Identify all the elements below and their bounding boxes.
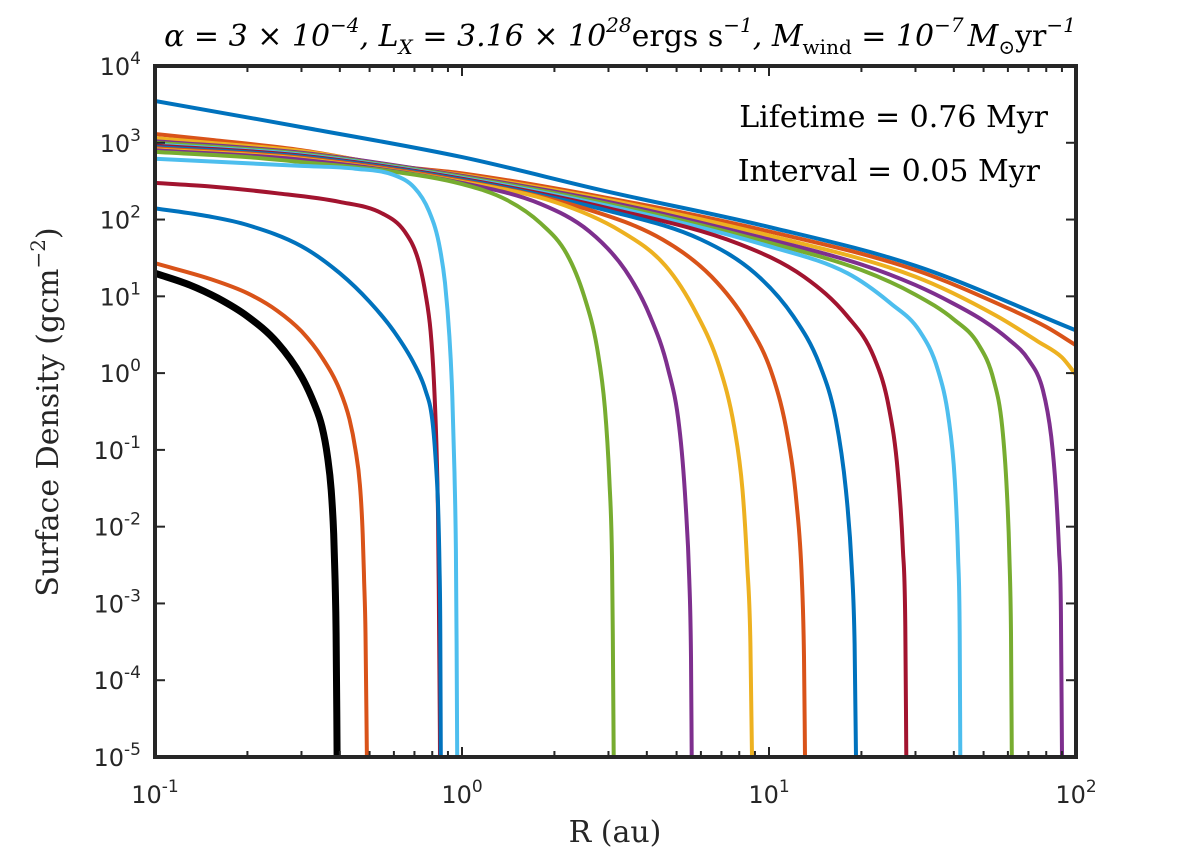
y-axis-label: Surface Density (gcm−2) (26, 227, 66, 596)
y-tick-label: 100 (100, 356, 141, 388)
series-layer (155, 99, 1076, 757)
y-tick-label: 101 (100, 279, 141, 311)
y-tick-label: 10-4 (94, 663, 142, 695)
x-tick-label: 100 (441, 777, 482, 809)
tick-layer: 10-1 100 101 102 10-5 10-4 10-3 10-2 10-1 100 101 1… (94, 49, 1097, 809)
x-tick-label: 101 (748, 777, 789, 809)
y-tick-label: 10-2 (94, 510, 142, 542)
y-tick-label: 10-3 (94, 586, 142, 618)
x-axis-label: R (au) (569, 815, 662, 850)
y-tick-label: 104 (100, 49, 141, 81)
annotation-interval: Interval = 0.05 Myr (738, 154, 1041, 189)
series-line-13 (155, 180, 442, 757)
y-tick-label: 103 (100, 126, 141, 158)
series-line-11 (155, 149, 616, 757)
x-tick-label: 10-1 (131, 777, 179, 809)
annotation-lifetime: Lifetime = 0.76 Myr (739, 100, 1048, 135)
series-line-14 (155, 206, 443, 757)
series-line-12 (155, 156, 460, 757)
y-tick-label: 102 (100, 203, 141, 235)
x-tick-label: 102 (1055, 777, 1096, 809)
y-tick-label: 10-5 (94, 740, 142, 772)
series-line-16 (155, 269, 341, 757)
series-line-0 (155, 99, 1076, 333)
y-tick-label: 10-1 (94, 433, 142, 465)
series-line-15 (155, 261, 369, 757)
plot-frame (153, 64, 1078, 759)
chart-title: α = 3 × 10−4, LX = 3.16 × 1028ergs s−1, … (164, 13, 1076, 59)
